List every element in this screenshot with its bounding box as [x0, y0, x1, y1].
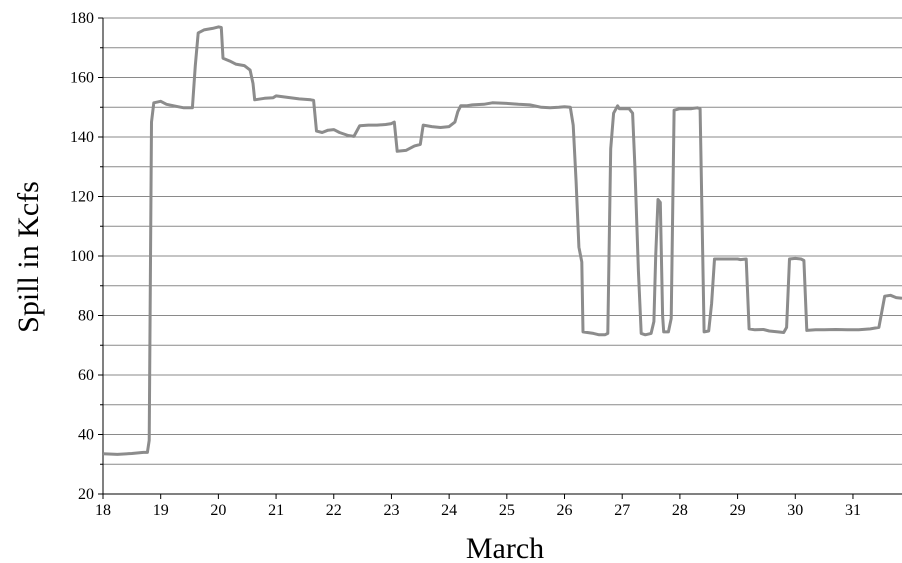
y-axis-ticks: 20 40 60 80 100 120 140 160 180 [70, 10, 103, 503]
x-tick-label: 27 [614, 502, 630, 519]
x-tick-label: 25 [499, 502, 515, 519]
x-tick-label: 31 [845, 502, 861, 519]
x-tick-label: 29 [730, 502, 746, 519]
y-tick-label: 120 [70, 189, 94, 206]
y-tick-label: 100 [70, 248, 94, 265]
x-tick-label: 28 [672, 502, 688, 519]
x-axis-title: March [466, 532, 544, 563]
x-tick-label: 26 [557, 502, 573, 519]
x-tick-label: 21 [268, 502, 284, 519]
y-tick-label: 80 [78, 308, 94, 325]
x-tick-label: 30 [787, 502, 803, 519]
x-tick-label: 24 [441, 502, 457, 519]
series-group [102, 25, 902, 456]
y-tick-label: 160 [70, 70, 94, 87]
y-tick-label: 60 [78, 367, 94, 384]
x-tick-label: 20 [210, 502, 226, 519]
y-tick-label: 140 [70, 129, 94, 146]
x-tick-label: 23 [383, 502, 399, 519]
x-tick-label: 22 [326, 502, 342, 519]
y-tick-label: 20 [78, 486, 94, 503]
y-tick-label: 180 [70, 10, 94, 27]
spill-series-line [102, 25, 902, 456]
x-tick-label: 18 [95, 502, 111, 519]
y-tick-label: 40 [78, 427, 94, 444]
x-axis-ticks: 18 19 20 21 22 23 24 25 26 27 28 29 30 31 [95, 494, 861, 519]
y-axis-title: Spill in Kcfs [12, 181, 45, 333]
gridlines [103, 17, 902, 465]
x-tick-label: 19 [153, 502, 169, 519]
